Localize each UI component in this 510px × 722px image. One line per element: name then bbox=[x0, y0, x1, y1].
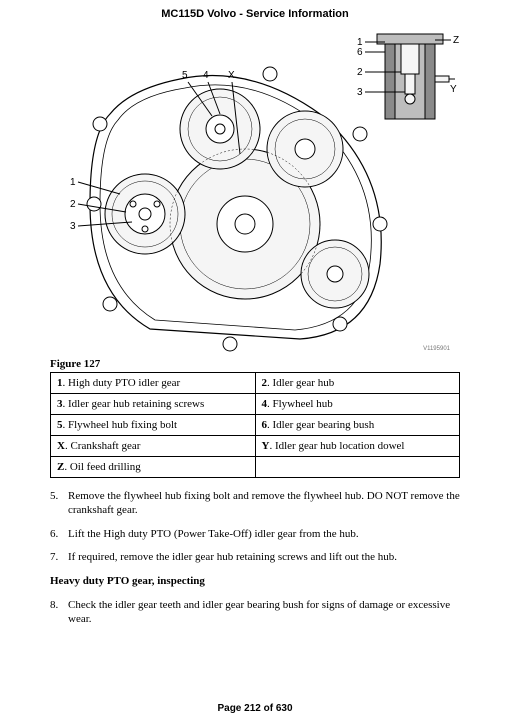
main-label-x: X bbox=[228, 70, 235, 81]
legend-cell bbox=[255, 457, 460, 478]
legend-cell: Y. Idler gear hub location dowel bbox=[255, 436, 460, 457]
step-item: 7.If required, remove the idler gear hub… bbox=[50, 551, 460, 565]
legend-cell: X. Crankshaft gear bbox=[51, 436, 256, 457]
inset-label-6: 6 bbox=[357, 47, 363, 58]
figure-id: V1195901 bbox=[423, 346, 450, 352]
legend-cell: 6. Idler gear bearing bush bbox=[255, 415, 460, 436]
main-label-2: 2 bbox=[70, 199, 76, 210]
inset-label-z: Z bbox=[453, 35, 459, 46]
legend-cell: 5. Flywheel hub fixing bolt bbox=[51, 415, 256, 436]
legend-cell: 2. Idler gear hub bbox=[255, 373, 460, 394]
legend-cell: 1. High duty PTO idler gear bbox=[51, 373, 256, 394]
main-label-5: 5 bbox=[182, 70, 188, 81]
page-footer: Page 212 of 630 bbox=[0, 703, 510, 714]
step-item: 6.Lift the High duty PTO (Power Take-Off… bbox=[50, 528, 460, 542]
main-label-1: 1 bbox=[70, 177, 76, 188]
inset-label-3: 3 bbox=[357, 87, 363, 98]
content-area: Figure 127 1. High duty PTO idler gear2.… bbox=[0, 358, 510, 627]
section-heading: Heavy duty PTO gear, inspecting bbox=[50, 575, 460, 587]
legend-table: 1. High duty PTO idler gear2. Idler gear… bbox=[50, 372, 460, 478]
inset-label-2: 2 bbox=[357, 67, 363, 78]
figure-container: 1 6 2 3 Z Y bbox=[50, 24, 460, 354]
legend-cell: Z. Oil feed drilling bbox=[51, 457, 256, 478]
legend-cell: 3. Idler gear hub retaining screws bbox=[51, 394, 256, 415]
steps-list-b: 8.Check the idler gear teeth and idler g… bbox=[50, 599, 460, 627]
inset-label-y: Y bbox=[450, 84, 457, 95]
figure-caption: Figure 127 bbox=[50, 358, 460, 370]
step-item: 8.Check the idler gear teeth and idler g… bbox=[50, 599, 460, 627]
technical-diagram: 1 6 2 3 Z Y bbox=[50, 24, 460, 354]
main-label-4: 4 bbox=[203, 70, 209, 81]
legend-cell: 4. Flywheel hub bbox=[255, 394, 460, 415]
main-label-3: 3 bbox=[70, 221, 76, 232]
steps-list-a: 5.Remove the flywheel hub fixing bolt an… bbox=[50, 490, 460, 565]
page-header: MC115D Volvo - Service Information bbox=[0, 0, 510, 24]
step-item: 5.Remove the flywheel hub fixing bolt an… bbox=[50, 490, 460, 518]
